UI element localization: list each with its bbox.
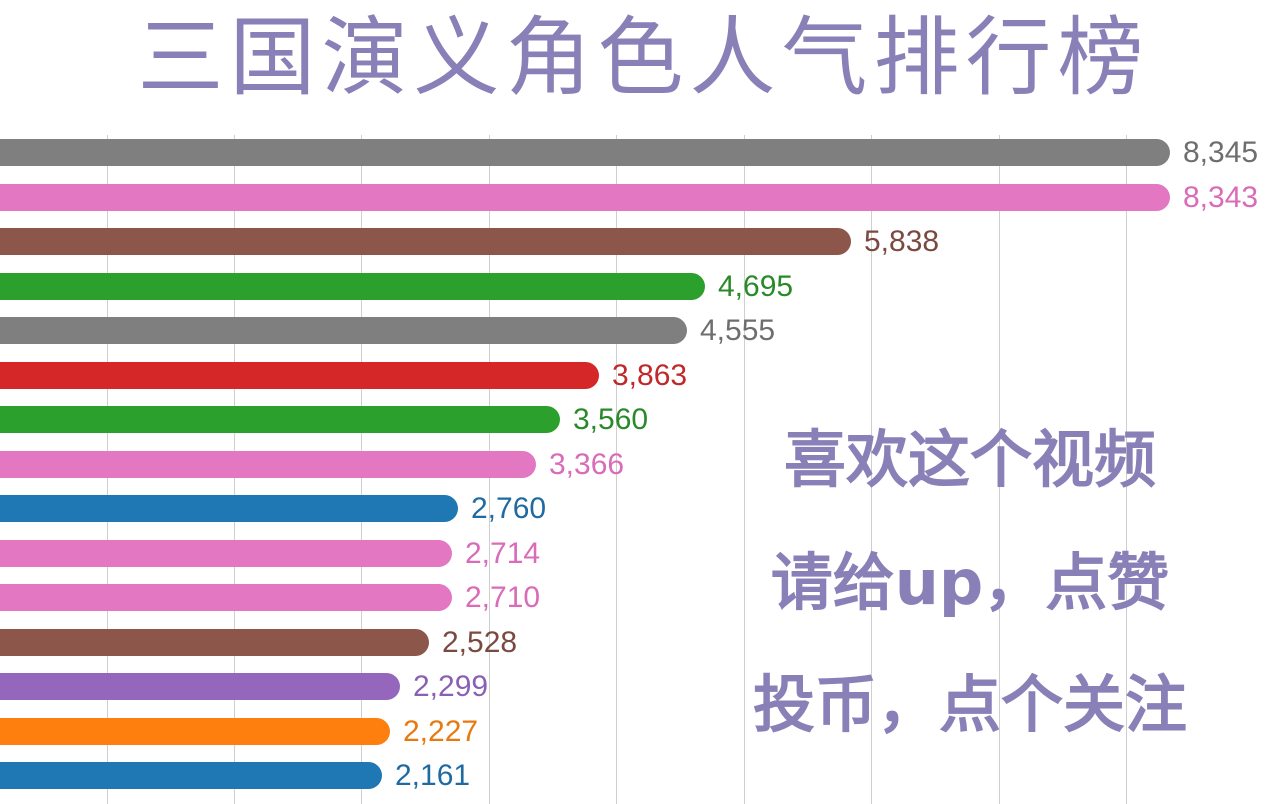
gridline bbox=[871, 135, 872, 804]
bar bbox=[0, 540, 452, 567]
value-label: 8,345 bbox=[1183, 136, 1259, 169]
value-label: 5,838 bbox=[864, 225, 940, 258]
bar bbox=[0, 718, 390, 745]
value-label: 3,863 bbox=[612, 359, 688, 392]
chart-title: 三国演义角色人气排行榜 bbox=[137, 8, 1150, 108]
bar bbox=[0, 317, 687, 344]
value-label: 2,710 bbox=[465, 581, 541, 614]
value-label: 3,560 bbox=[573, 403, 649, 436]
value-label: 8,343 bbox=[1183, 181, 1259, 214]
value-label: 3,366 bbox=[549, 448, 625, 481]
bar bbox=[0, 139, 1170, 166]
bar bbox=[0, 495, 458, 522]
bar bbox=[0, 762, 382, 789]
promo-line-1: 喜欢这个视频 bbox=[783, 423, 1156, 496]
promo-line-2: 请给up，点赞 bbox=[770, 546, 1170, 619]
value-label: 4,555 bbox=[700, 314, 776, 347]
bar bbox=[0, 451, 536, 478]
gridline bbox=[744, 135, 745, 804]
value-label: 2,227 bbox=[403, 715, 479, 748]
gridline bbox=[999, 135, 1000, 804]
bar bbox=[0, 362, 599, 389]
bar bbox=[0, 184, 1170, 211]
bar bbox=[0, 629, 429, 656]
promo-line-3: 投币，点个关注 bbox=[752, 668, 1187, 741]
gridline bbox=[616, 135, 617, 804]
gridline bbox=[1126, 135, 1127, 804]
bar bbox=[0, 584, 452, 611]
value-label: 2,714 bbox=[465, 537, 541, 570]
value-label: 2,299 bbox=[413, 670, 489, 703]
bar bbox=[0, 673, 400, 700]
value-label: 2,760 bbox=[471, 492, 547, 525]
value-label: 2,161 bbox=[395, 759, 471, 792]
bar bbox=[0, 273, 705, 300]
value-label: 2,528 bbox=[442, 626, 518, 659]
bar bbox=[0, 228, 851, 255]
value-label: 4,695 bbox=[718, 270, 794, 303]
bar bbox=[0, 406, 560, 433]
